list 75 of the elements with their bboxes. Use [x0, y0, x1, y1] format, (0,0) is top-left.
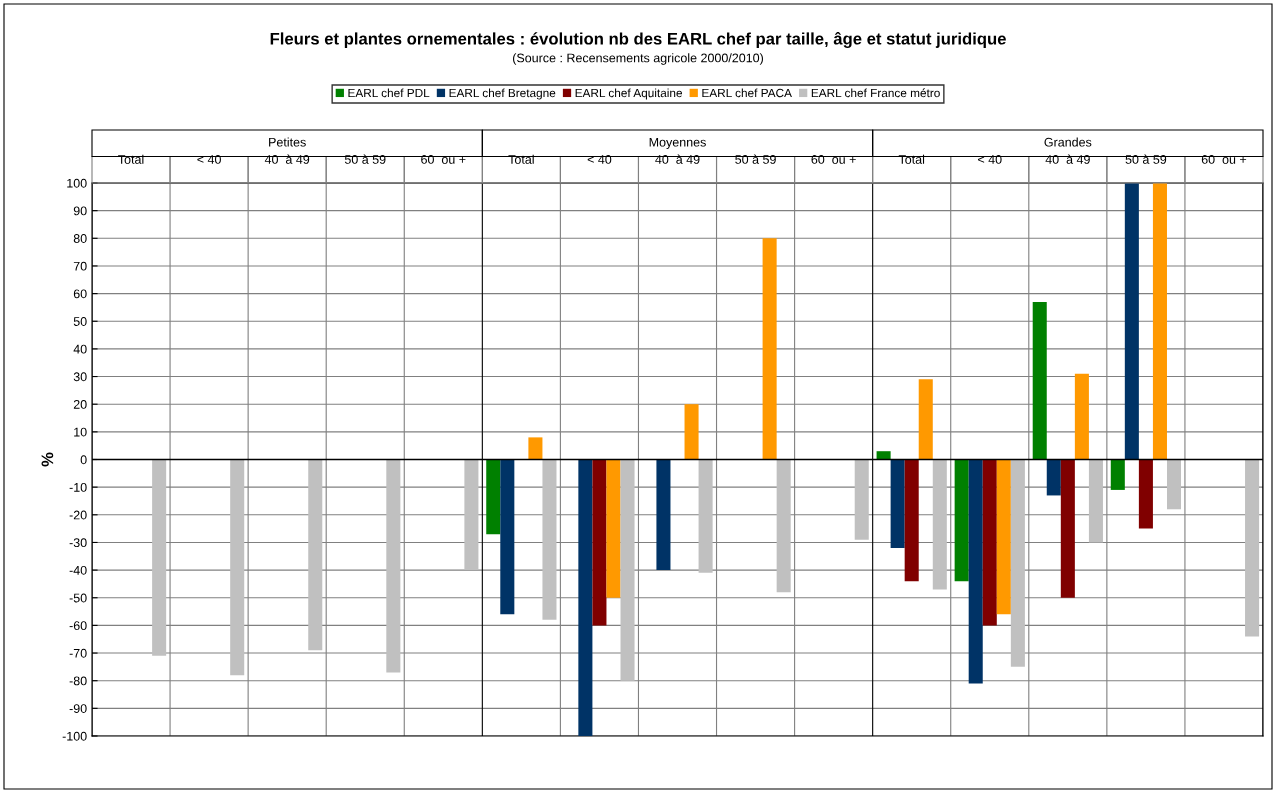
text: Moyennes [649, 137, 706, 150]
y-tick-label: 10 [74, 427, 87, 437]
bar [776, 459, 791, 593]
y-tick-label: -20 [69, 510, 87, 520]
bar [1046, 459, 1061, 496]
x-tick-label: Total [508, 154, 534, 164]
bar [684, 404, 699, 460]
legend-label: EARL chef PDL [348, 88, 430, 98]
bar [1245, 459, 1260, 637]
chart-subtitle: (Source : Recensements agricole 2000/2010) [513, 53, 763, 65]
bar [854, 459, 869, 540]
y-tick-label: 30 [73, 372, 87, 382]
legend-label: EARL chef PACA [702, 88, 792, 98]
y-tick-label: 90 [73, 206, 87, 216]
y-tick-label: -10 [69, 482, 87, 492]
text: Petites [269, 137, 306, 147]
bar [308, 459, 323, 651]
bar [996, 459, 1011, 615]
y-tick-label: 20 [73, 400, 87, 409]
bar [1060, 459, 1075, 598]
y-tick-label: 80 [73, 234, 87, 243]
y-tick-label: 50 [73, 317, 87, 326]
bar [698, 459, 713, 573]
bar [982, 459, 997, 626]
y-tick-label: -90 [69, 704, 87, 713]
bar [932, 459, 947, 590]
x-tick-label: Total [118, 154, 144, 164]
y-tick-label: -100 [62, 731, 87, 741]
x-tick-label: Total [898, 154, 925, 164]
bar [1110, 459, 1125, 490]
bar [1124, 183, 1139, 460]
bar [230, 459, 245, 676]
y-tick-label: -50 [69, 593, 87, 603]
y-tick-label: 40 [73, 344, 87, 354]
bar [152, 459, 167, 656]
bar [500, 459, 515, 615]
y-tick-label: -40 [69, 565, 87, 575]
bar [1152, 183, 1167, 460]
y-tick-label: -80 [69, 676, 87, 686]
bar [1088, 459, 1103, 543]
bar [1166, 459, 1182, 510]
bar [954, 459, 969, 582]
y-tick-label: -70 [69, 648, 87, 658]
bar [578, 459, 593, 736]
bar [620, 459, 635, 681]
legend-label: EARL chef Bretagne [449, 88, 556, 100]
bar [762, 238, 777, 460]
bar [464, 459, 479, 571]
bar [890, 459, 905, 548]
bar [386, 459, 401, 673]
bar [528, 437, 543, 460]
y-tick-label: 0 [80, 455, 87, 465]
text: Grandes [1044, 137, 1092, 147]
bar [1032, 301, 1047, 460]
y-tick-label: -60 [69, 621, 87, 631]
bar [968, 459, 983, 684]
bar [656, 459, 671, 571]
bar [904, 459, 919, 582]
bar [1138, 459, 1153, 529]
y-tick-label: 100 [67, 178, 87, 188]
y-tick-label: 70 [73, 261, 87, 271]
bar [1010, 459, 1025, 667]
bar [542, 459, 557, 620]
legend-label: EARL chef Aquitaine [575, 88, 683, 100]
bar [486, 459, 501, 535]
bar [1074, 373, 1089, 460]
y-tick-label: 60 [73, 289, 87, 299]
bar [592, 459, 607, 626]
y-tick-label: -30 [69, 538, 87, 548]
bar [876, 451, 891, 460]
legend-label: EARL chef France métro [811, 88, 940, 98]
chart-title: Fleurs et plantes ornementales : évolution nb des EARL chef par taille, âge et statut juridique [270, 32, 1006, 48]
bar [606, 459, 621, 598]
y-axis-title: % [41, 452, 54, 467]
bar [918, 379, 933, 460]
